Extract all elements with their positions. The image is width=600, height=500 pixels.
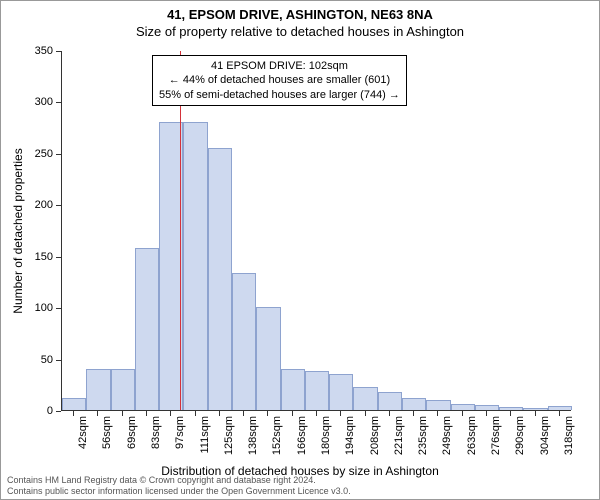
x-tick-mark [146,411,147,416]
x-tick-mark [535,411,536,416]
y-tick-label: 50 [13,354,53,366]
y-tick-label: 300 [13,96,53,108]
x-tick-mark [243,411,244,416]
x-tick-mark [389,411,390,416]
y-tick-mark [56,360,61,361]
x-tick-label: 69sqm [126,416,138,449]
x-tick-mark [340,411,341,416]
bar [208,148,232,410]
bar [402,398,426,410]
bar [378,392,402,411]
x-tick-label: 221sqm [393,416,405,455]
x-tick-label: 208sqm [369,416,381,455]
x-tick-label: 304sqm [539,416,551,455]
bar [451,404,475,410]
plot-area: 41 EPSOM DRIVE: 102sqm ← 44% of detached… [61,51,571,411]
info-box: 41 EPSOM DRIVE: 102sqm ← 44% of detached… [152,55,407,106]
x-tick-mark [122,411,123,416]
y-axis-label: Number of detached properties [11,148,25,313]
x-tick-label: 111sqm [199,416,211,454]
bar [523,408,547,410]
x-tick-label: 83sqm [150,416,162,449]
bar [329,374,353,410]
bar [232,273,256,410]
x-tick-label: 152sqm [271,416,283,455]
x-tick-mark [365,411,366,416]
x-tick-label: 125sqm [223,416,235,455]
bar [183,122,207,410]
x-tick-label: 42sqm [77,416,89,449]
y-tick-label: 200 [13,199,53,211]
x-tick-label: 56sqm [101,416,113,449]
x-tick-label: 166sqm [296,416,308,455]
bar [305,371,329,410]
x-tick-mark [219,411,220,416]
bar [281,369,305,410]
bar [86,369,110,410]
x-tick-mark [316,411,317,416]
info-line-2: ← 44% of detached houses are smaller (60… [159,73,400,87]
chart-container: 41, EPSOM DRIVE, ASHINGTON, NE63 8NA Siz… [0,0,600,500]
x-tick-mark [73,411,74,416]
bar [135,248,159,411]
x-tick-label: 235sqm [417,416,429,455]
y-tick-mark [56,308,61,309]
y-tick-mark [56,51,61,52]
bar [111,369,135,410]
bar [475,405,499,410]
y-tick-label: 0 [13,405,53,417]
y-tick-mark [56,154,61,155]
x-tick-label: 194sqm [344,416,356,455]
y-tick-label: 100 [13,302,53,314]
bar [499,407,523,410]
y-tick-label: 250 [13,148,53,160]
x-tick-mark [267,411,268,416]
y-tick-label: 150 [13,251,53,263]
y-tick-mark [56,102,61,103]
x-tick-label: 249sqm [441,416,453,455]
x-tick-mark [413,411,414,416]
x-tick-mark [195,411,196,416]
x-tick-mark [462,411,463,416]
bar [548,406,572,410]
info-line-3: 55% of semi-detached houses are larger (… [159,88,400,102]
x-tick-label: 318sqm [563,416,575,455]
bar [353,387,377,410]
x-tick-mark [292,411,293,416]
title-sub: Size of property relative to detached ho… [1,24,599,39]
x-tick-label: 180sqm [320,416,332,455]
x-tick-label: 97sqm [174,416,186,449]
y-tick-label: 350 [13,45,53,57]
x-tick-mark [170,411,171,416]
bar [256,307,280,410]
bar [62,398,86,410]
bar [426,400,450,410]
chart-area: 41 EPSOM DRIVE: 102sqm ← 44% of detached… [61,51,571,411]
y-tick-mark [56,257,61,258]
footer-line-2: Contains public sector information licen… [7,486,593,497]
x-tick-mark [559,411,560,416]
x-tick-label: 276sqm [490,416,502,455]
info-line-1: 41 EPSOM DRIVE: 102sqm [159,59,400,73]
x-tick-mark [437,411,438,416]
x-tick-label: 138sqm [247,416,259,455]
x-tick-mark [510,411,511,416]
x-tick-mark [97,411,98,416]
y-tick-mark [56,205,61,206]
footer: Contains HM Land Registry data © Crown c… [7,475,593,497]
title-main: 41, EPSOM DRIVE, ASHINGTON, NE63 8NA [1,7,599,22]
x-tick-label: 290sqm [514,416,526,455]
y-tick-mark [56,411,61,412]
x-tick-mark [486,411,487,416]
footer-line-1: Contains HM Land Registry data © Crown c… [7,475,593,486]
x-tick-label: 263sqm [466,416,478,455]
